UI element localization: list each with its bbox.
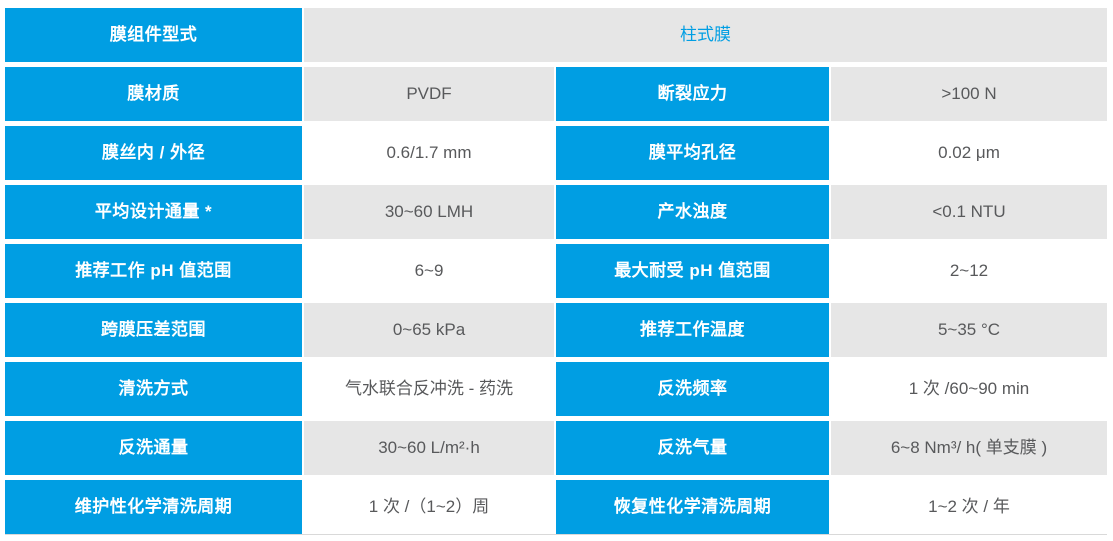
spec-label-cell: 清洗方式 bbox=[5, 362, 302, 416]
spec-label-cell: 膜平均孔径 bbox=[556, 126, 829, 180]
spec-label-cell: 平均设计通量 * bbox=[5, 185, 302, 239]
spec-value-module-type: 柱式膜 bbox=[304, 8, 1107, 62]
spec-value-cell: 0.6/1.7 mm bbox=[304, 126, 554, 180]
spec-value-cell: 0.02 μm bbox=[831, 126, 1107, 180]
spec-value-cell: PVDF bbox=[304, 67, 554, 121]
spec-value-cell: 30~60 LMH bbox=[304, 185, 554, 239]
spec-value-cell: 0~65 kPa bbox=[304, 303, 554, 357]
spec-label-cell: 反洗气量 bbox=[556, 421, 829, 475]
spec-label-cell: 产水浊度 bbox=[556, 185, 829, 239]
spec-value-cell: 1 次 /（1~2）周 bbox=[304, 480, 554, 534]
spec-label-cell: 膜丝内 / 外径 bbox=[5, 126, 302, 180]
spec-value-cell: 6~8 Nm³/ h( 单支膜 ) bbox=[831, 421, 1107, 475]
spec-label-cell: 最大耐受 pH 值范围 bbox=[556, 244, 829, 298]
spec-value-cell: 气水联合反冲洗 - 药洗 bbox=[304, 362, 554, 416]
spec-label-cell: 恢复性化学清洗周期 bbox=[556, 480, 829, 534]
membrane-spec-table: 膜组件型式 柱式膜 膜材质 PVDF 断裂应力 >100 N 膜丝内 / 外径 … bbox=[5, 8, 1107, 535]
spec-value-cell: >100 N bbox=[831, 67, 1107, 121]
spec-value-cell: 5~35 °C bbox=[831, 303, 1107, 357]
spec-label-cell: 推荐工作温度 bbox=[556, 303, 829, 357]
spec-value-cell: 6~9 bbox=[304, 244, 554, 298]
spec-label-cell: 断裂应力 bbox=[556, 67, 829, 121]
spec-value-cell: <0.1 NTU bbox=[831, 185, 1107, 239]
spec-value-cell: 1~2 次 / 年 bbox=[831, 480, 1107, 534]
spec-label-cell: 反洗频率 bbox=[556, 362, 829, 416]
spec-value-cell: 2~12 bbox=[831, 244, 1107, 298]
spec-label-cell: 跨膜压差范围 bbox=[5, 303, 302, 357]
spec-label-cell: 反洗通量 bbox=[5, 421, 302, 475]
spec-label-module-type: 膜组件型式 bbox=[5, 8, 302, 62]
spec-label-cell: 维护性化学清洗周期 bbox=[5, 480, 302, 534]
spec-value-cell: 1 次 /60~90 min bbox=[831, 362, 1107, 416]
spec-label-cell: 推荐工作 pH 值范围 bbox=[5, 244, 302, 298]
spec-value-cell: 30~60 L/m²·h bbox=[304, 421, 554, 475]
spec-label-cell: 膜材质 bbox=[5, 67, 302, 121]
